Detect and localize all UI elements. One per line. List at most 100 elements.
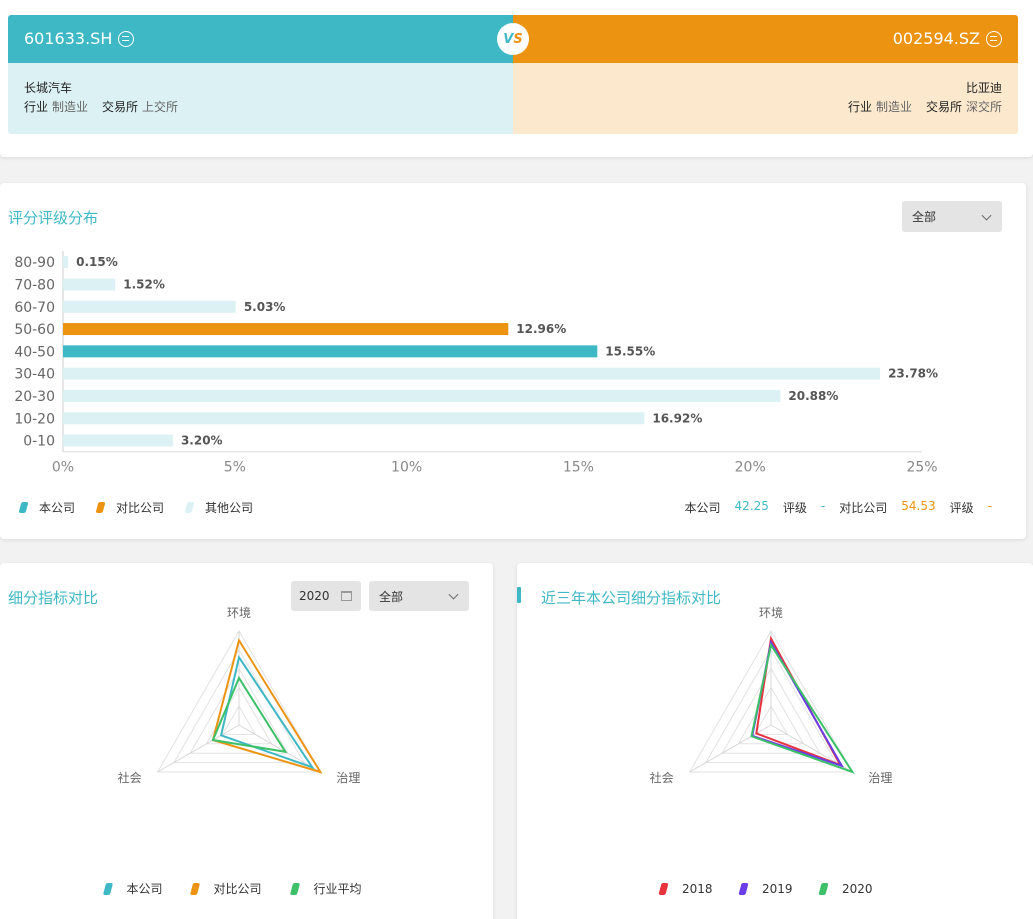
- legend-swatch: [738, 883, 749, 895]
- distribution-legend: 本公司 对比公司 其他公司: [18, 499, 275, 516]
- peer-rating-label: 评级: [949, 501, 974, 515]
- peer-code-wrapper[interactable]: 002594.SZ: [893, 29, 1002, 48]
- radar-grid-ring: [688, 630, 854, 773]
- category-label: 0-10: [23, 434, 55, 450]
- industry-value: 制造业: [52, 100, 89, 114]
- calendar-icon: [341, 591, 352, 601]
- legend-item-2018[interactable]: 2018: [658, 882, 713, 896]
- data-label: 20.88%: [788, 389, 838, 403]
- legend-item-other[interactable]: 其他公司: [184, 499, 254, 516]
- indicator-filter-value: 全部: [379, 589, 404, 604]
- exchange-value: 上交所: [142, 100, 179, 114]
- peer-company-meta: 行业 制造业 交易所 深交所: [848, 98, 1002, 115]
- peer-score-label: 对比公司: [839, 501, 888, 515]
- radar-axis-line: [689, 724, 772, 773]
- radar-axis-label: 治理: [336, 771, 360, 785]
- peer-rating-value: -: [987, 499, 992, 513]
- radar-axis-label: 环境: [759, 605, 783, 620]
- data-label: 15.55%: [605, 344, 655, 358]
- bar: [63, 300, 236, 313]
- radar-axis-line: [238, 724, 321, 773]
- year-picker[interactable]: 2020: [291, 581, 361, 611]
- legend-label: 其他公司: [205, 501, 254, 515]
- distribution-bar-chart: 80-90 0.15% 70-80 1.52% 60-70 5.03% 50-60 12.96…: [14, 251, 938, 476]
- data-label: 3.20%: [181, 434, 223, 448]
- radar-grid-ring: [705, 648, 837, 764]
- radar-grid-ring: [753, 705, 789, 735]
- self-company-info: 长城汽车 行业 制造业 交易所 上交所: [8, 63, 513, 134]
- x-tick-label: 25%: [906, 460, 937, 476]
- score-summary: 本公司 42.25 评级 - 对比公司 54.53 评级 -: [671, 499, 992, 516]
- distribution-filter-select[interactable]: 全部: [902, 201, 1002, 232]
- industry-label: 行业: [24, 100, 49, 114]
- legend-swatch: [290, 883, 300, 895]
- indicator-filter-select[interactable]: 全部: [369, 581, 469, 611]
- radar-series-行业平均: [211, 675, 288, 754]
- legend-label: 对比公司: [116, 501, 165, 515]
- legend-label: 2019: [762, 882, 793, 896]
- data-label: 1.52%: [123, 277, 165, 291]
- legend-swatch: [184, 502, 195, 513]
- category-label: 50-60: [14, 322, 55, 338]
- legend-swatch: [190, 883, 200, 895]
- legend-label: 对比公司: [214, 882, 262, 896]
- self-company-name: 长城汽车: [24, 81, 73, 95]
- peer-company-name: 比亚迪: [965, 81, 1002, 95]
- bar: [63, 412, 645, 425]
- bar: [63, 434, 173, 447]
- bar: [63, 367, 881, 380]
- x-tick-label: 15%: [563, 460, 594, 476]
- legend-swatch: [658, 883, 669, 895]
- exchange-label: 交易所: [925, 100, 962, 114]
- legend-item-行业平均[interactable]: 行业平均: [290, 882, 362, 896]
- radar-grid-ring: [221, 705, 257, 735]
- bar: [63, 256, 69, 269]
- radar-series-对比公司: [211, 637, 323, 774]
- compare-header: 601633.SH 002594.SZ 长城汽车 行业 制造业 交易所 上交所 比亚迪…: [0, 0, 1033, 157]
- title-accent: [517, 587, 521, 603]
- category-label: 70-80: [14, 277, 55, 293]
- legend-item-peer[interactable]: 对比公司: [95, 499, 165, 516]
- legend-item-2020[interactable]: 2020: [818, 882, 873, 896]
- bar: [63, 278, 116, 291]
- indicator-compare-title: 细分指标对比: [8, 589, 99, 607]
- x-tick-label: 0%: [52, 460, 74, 476]
- radar-axis-line: [157, 724, 240, 773]
- distribution-title: 评分评级分布: [8, 209, 99, 227]
- distribution-filter-value: 全部: [912, 210, 937, 224]
- year-value: 2020: [299, 589, 330, 603]
- radar-series-2019: [751, 639, 844, 768]
- peer-company-info: 比亚迪 行业 制造业 交易所 深交所: [513, 63, 1018, 134]
- x-tick-label: 10%: [391, 460, 422, 476]
- category-label: 20-30: [14, 389, 55, 405]
- radar-axis-label: 社会: [650, 770, 674, 785]
- exchange-value: 深交所: [965, 100, 1002, 114]
- legend-label: 本公司: [127, 882, 163, 896]
- self-company-code: 601633.SH: [24, 29, 113, 48]
- legend-label: 2018: [682, 882, 713, 896]
- data-label: 5.03%: [244, 300, 286, 314]
- self-score-label: 本公司: [684, 501, 721, 515]
- legend-item-self[interactable]: 本公司: [18, 499, 75, 516]
- self-rating-value: -: [820, 499, 826, 513]
- swap-icon[interactable]: [986, 30, 1002, 47]
- swap-icon[interactable]: [118, 30, 135, 47]
- legend-label: 行业平均: [314, 882, 362, 896]
- industry-value: 制造业: [875, 100, 912, 114]
- chevron-down-icon: [981, 210, 992, 221]
- radar-axis-label: 社会: [118, 770, 142, 785]
- self-score-value: 42.25: [734, 499, 769, 513]
- legend-swatch: [18, 502, 29, 513]
- self-code-wrapper[interactable]: 601633.SH: [24, 29, 135, 48]
- legend-item-对比公司[interactable]: 对比公司: [190, 882, 262, 896]
- data-label: 16.92%: [652, 411, 702, 425]
- radar-series-本公司: [219, 654, 315, 770]
- legend-item-本公司[interactable]: 本公司: [103, 882, 163, 896]
- legend-swatch: [103, 883, 113, 895]
- legend-item-2019[interactable]: 2019: [738, 882, 793, 896]
- exchange-label: 交易所: [102, 100, 139, 114]
- bar: [63, 323, 509, 336]
